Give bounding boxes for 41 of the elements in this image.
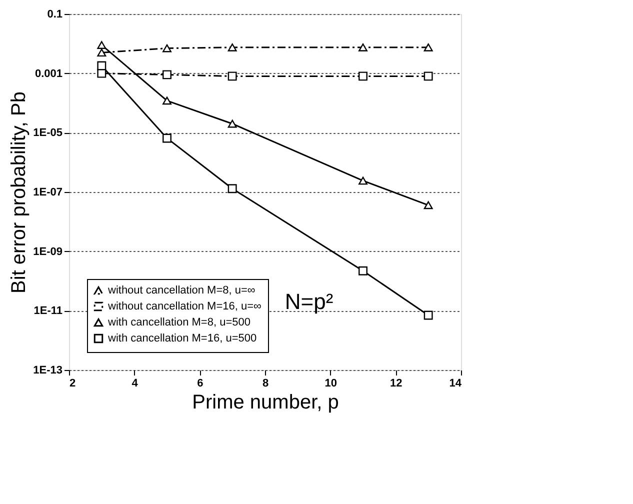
y-axis-title: Bit error probability, Pb: [8, 92, 30, 294]
x-tick-label: 12: [390, 378, 402, 390]
y-tick-label: 0.001: [34, 68, 62, 80]
point: [97, 68, 106, 78]
point: [228, 120, 237, 128]
point: [424, 310, 433, 320]
x-tick-label: 6: [197, 378, 204, 390]
x-tick-label: 4: [132, 378, 139, 390]
legend-label: without cancellation M=8, u=∞: [107, 284, 256, 296]
point: [228, 184, 237, 194]
point: [162, 44, 172, 52]
point: [97, 48, 106, 57]
point: [228, 72, 237, 81]
point: [162, 70, 172, 80]
point: [97, 61, 106, 70]
point: [228, 43, 237, 52]
x-tick-label: 8: [262, 378, 269, 390]
y-tick-label: 1E-11: [34, 305, 62, 318]
legend-label: with cancellation M=16, u=500: [107, 332, 257, 344]
point: [424, 43, 433, 52]
x-tick-label: 14: [449, 378, 462, 390]
legend-label: without cancellation M=16, u=∞: [107, 300, 262, 312]
x-tick-label: 10: [324, 378, 337, 390]
x-tick-label: 2: [70, 378, 76, 390]
y-tick-label: 1E-09: [33, 246, 62, 258]
x-axis-title: Prime number, p: [192, 392, 339, 414]
point: [162, 134, 172, 143]
y-tick-label: 1E-05: [33, 127, 62, 140]
point: [424, 72, 433, 81]
legend-label: with cancellation M=8, u=500: [107, 316, 250, 328]
annotation: N=p²: [284, 289, 334, 314]
point: [358, 266, 368, 276]
point: [424, 201, 433, 210]
point: [162, 96, 172, 105]
y-tick-label: 1E-07: [33, 186, 62, 198]
point: [358, 176, 368, 185]
y-tick-label: 0.1: [47, 8, 62, 20]
y-tick-label: 1E-13: [33, 364, 62, 376]
point: [358, 72, 368, 81]
point: [97, 41, 106, 49]
point: [358, 43, 368, 52]
